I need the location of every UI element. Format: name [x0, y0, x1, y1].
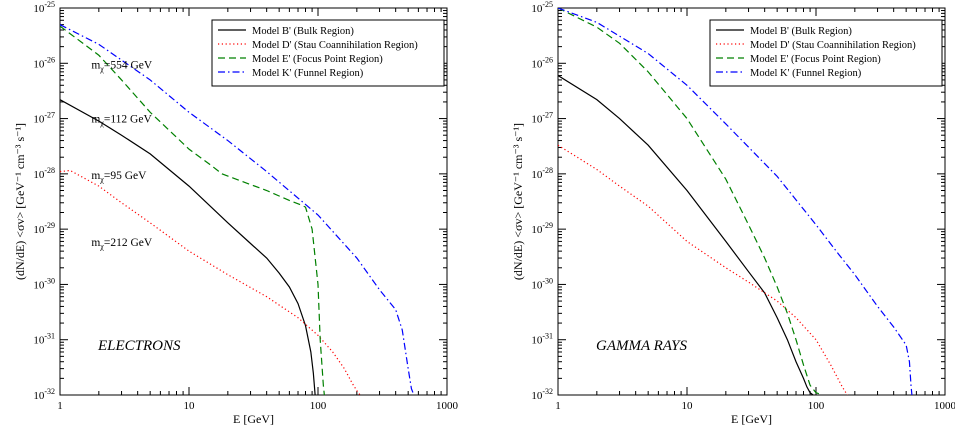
- y-axis-label: (dN/dE) <σv> [GeV⁻¹ cm⁻³ s⁻¹]: [511, 123, 525, 280]
- series-line-4: [558, 8, 913, 395]
- legend: Model B' (Bulk Region) Model D' (Stau Coa…: [211, 19, 445, 87]
- mass-label-2: mχ=112 GeV: [91, 113, 152, 127]
- series-line-3: [60, 25, 325, 395]
- legend-entry-2: Model D' (Stau Coannihilation Region): [750, 40, 916, 51]
- series-line-4: [60, 24, 415, 395]
- legend-entry-1: Model B' (Bulk Region): [252, 26, 354, 37]
- series-group: [60, 24, 415, 395]
- y-tick-label: 10-30: [33, 276, 55, 291]
- y-tick-label: 10-26: [531, 55, 553, 70]
- legend-box: [211, 19, 445, 87]
- y-tick-label: 10-31: [33, 332, 55, 347]
- y-tick-label: 10-28: [33, 166, 55, 181]
- plot-frame: [59, 7, 448, 396]
- legend: Model B' (Bulk Region) Model D' (Stau Coa…: [709, 19, 943, 87]
- legend-entry-3: Model E' (Focus Point Region): [750, 54, 881, 65]
- series-line-2: [60, 169, 361, 395]
- y-tick-label: 10-27: [33, 111, 55, 126]
- legend-entry-1: Model B' (Bulk Region): [750, 26, 852, 37]
- series-line-2: [558, 144, 848, 395]
- y-tick-label: 10-30: [531, 276, 553, 291]
- plot-frame: [557, 7, 946, 396]
- x-tick-label: 10: [184, 400, 196, 412]
- mass-label-1: mχ=554 GeV: [91, 60, 153, 74]
- panel-annotation: GAMMA RAYS: [596, 338, 687, 354]
- x-axis-label: E [GeV]: [233, 412, 274, 426]
- series-line-1: [558, 75, 814, 395]
- x-tick-label: 100: [310, 400, 327, 412]
- y-tick-label: 10-29: [531, 221, 553, 236]
- y-tick-label: 10-28: [531, 166, 553, 181]
- x-tick-label: 100: [808, 400, 825, 412]
- y-tick-label: 10-32: [531, 387, 553, 402]
- x-tick-label: 1000: [436, 400, 459, 412]
- y-tick-label: 10-32: [33, 387, 55, 402]
- x-axis-label: E [GeV]: [731, 412, 772, 426]
- x-tick-label: 1: [555, 400, 561, 412]
- x-tick-label: 1000: [934, 400, 955, 412]
- series-line-1: [60, 99, 316, 395]
- y-tick-label: 10-29: [33, 221, 55, 236]
- legend-entry-4: Model K' (Funnel Region): [750, 68, 862, 79]
- legend-entry-3: Model E' (Focus Point Region): [252, 54, 383, 65]
- y-axis-label: (dN/dE) <σv> [GeV⁻¹ cm⁻³ s⁻¹]: [13, 123, 27, 280]
- y-tick-label: 10-25: [33, 0, 55, 15]
- x-tick-label: 10: [682, 400, 694, 412]
- legend-entry-2: Model D' (Stau Coannihilation Region): [252, 40, 418, 51]
- series-group: [558, 8, 913, 395]
- x-tick-label: 1: [57, 400, 63, 412]
- chart-panel-1: 1 10 100 1000 10-32 10-31 10-30 10-29 10-28 10-27…: [13, 0, 459, 426]
- y-tick-label: 10-25: [531, 0, 553, 15]
- chart-panel-2: 1 10 100 1000 10-32 10-31 10-30 10-29 10-28 10-27…: [511, 0, 955, 426]
- legend-box: [709, 19, 943, 87]
- series-line-3: [558, 8, 823, 395]
- legend-entry-4: Model K' (Funnel Region): [252, 68, 364, 79]
- mass-label-4: mχ=212 GeV: [91, 237, 153, 251]
- y-tick-label: 10-27: [531, 111, 553, 126]
- y-tick-label: 10-31: [531, 332, 553, 347]
- panel-annotation: ELECTRONS: [97, 338, 181, 354]
- y-tick-label: 10-26: [33, 55, 55, 70]
- mass-label-3: mχ=95 GeV: [91, 170, 147, 184]
